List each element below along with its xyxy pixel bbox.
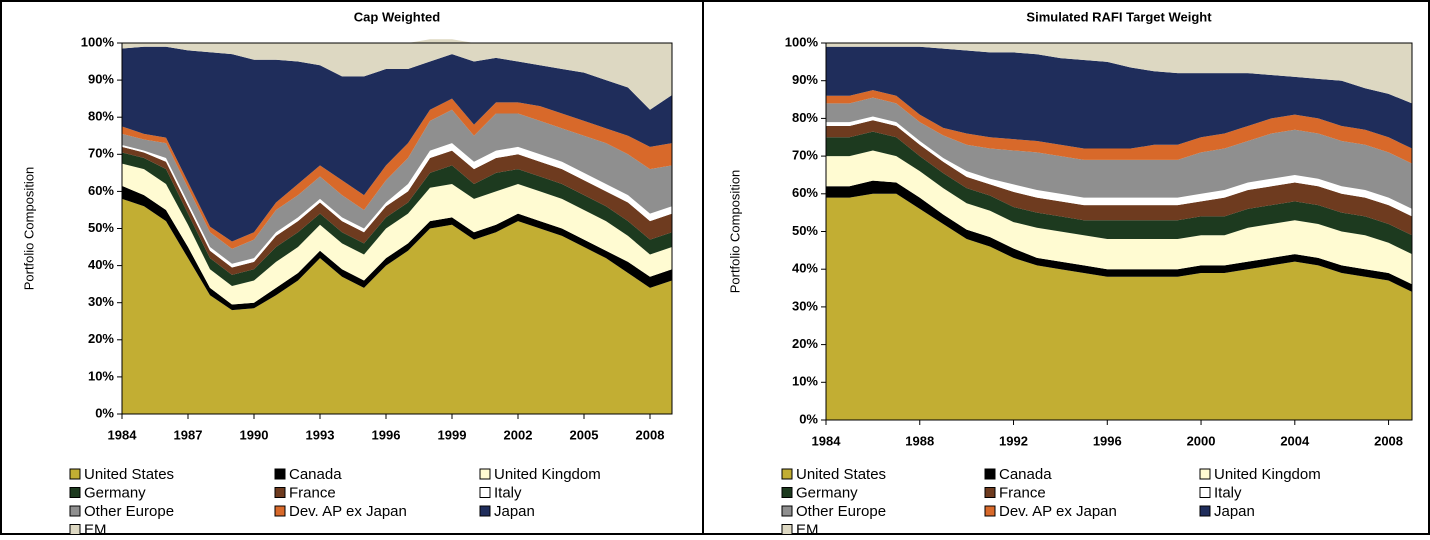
chart-title: Cap Weighted [354, 9, 440, 24]
area [122, 198, 672, 414]
x-tick-label: 1992 [999, 433, 1028, 448]
legend-swatch [1199, 487, 1211, 498]
x-tick-label: 1988 [905, 433, 934, 448]
legend-label: United States [796, 466, 886, 483]
area [826, 131, 1412, 255]
y-tick-label: 0% [799, 411, 818, 426]
y-tick-label: 100% [785, 34, 819, 49]
legend-label: Other Europe [796, 503, 886, 520]
legend-label: United Kingdom [1214, 466, 1321, 483]
legend-label: Germany [796, 484, 858, 501]
legend-label: Japan [494, 503, 535, 520]
x-tick-label: 1987 [174, 427, 203, 442]
legend-swatch [1199, 468, 1211, 480]
x-tick-label: 1999 [438, 427, 467, 442]
legend-swatch [984, 505, 996, 517]
legend-swatch [781, 524, 793, 535]
legend-label: Italy [494, 484, 522, 501]
x-tick-label: 2005 [570, 427, 599, 442]
area [122, 46, 672, 242]
y-tick-label: 30% [792, 298, 818, 313]
legend-swatch [781, 487, 793, 498]
y-tick-label: 20% [88, 331, 114, 346]
legend-label: Canada [289, 466, 342, 483]
legend-label: EM [84, 521, 107, 535]
legend-swatch [984, 487, 996, 498]
y-tick-label: 40% [792, 261, 818, 276]
y-tick-label: 80% [88, 109, 114, 124]
y-tick-label: 60% [88, 183, 114, 198]
legend-swatch [69, 487, 81, 498]
x-tick-label: 1993 [306, 427, 335, 442]
y-tick-label: 60% [792, 185, 818, 200]
area [122, 109, 672, 264]
x-tick-label: 1996 [372, 427, 401, 442]
x-tick-label: 2000 [1187, 433, 1216, 448]
legend-swatch [479, 468, 491, 480]
legend-label: Germany [84, 484, 146, 501]
y-tick-label: 30% [88, 294, 114, 309]
legend-swatch [984, 468, 996, 480]
legend-label: Dev. AP ex Japan [999, 503, 1117, 520]
legend-label: EM [796, 521, 819, 535]
area [826, 46, 1412, 149]
legend-label: Japan [1214, 503, 1255, 520]
chart-title: Simulated RAFI Target Weight [1026, 9, 1212, 24]
y-tick-label: 70% [88, 146, 114, 161]
y-tick-label: 90% [792, 72, 818, 87]
area [122, 163, 672, 305]
y-tick-label: 70% [792, 148, 818, 163]
legend-swatch [781, 468, 793, 480]
area [826, 180, 1412, 292]
legend-swatch [479, 487, 491, 498]
x-tick-label: 2008 [1374, 433, 1403, 448]
x-tick-label: 2004 [1280, 433, 1310, 448]
legend-swatch [781, 505, 793, 517]
legend-label: United States [84, 466, 174, 483]
area [122, 39, 672, 110]
y-tick-label: 10% [792, 374, 818, 389]
area [826, 90, 1412, 164]
legend-swatch [69, 505, 81, 517]
y-tick-label: 40% [88, 257, 114, 272]
legend-swatch [274, 505, 286, 517]
legend-label: Canada [999, 466, 1052, 483]
x-tick-label: 2002 [504, 427, 533, 442]
legend-label: France [289, 484, 336, 501]
legend-label: Italy [1214, 484, 1242, 501]
y-tick-label: 90% [88, 72, 114, 87]
x-tick-label: 2008 [636, 427, 665, 442]
y-tick-label: 100% [81, 34, 115, 49]
legend-swatch [274, 468, 286, 480]
y-tick-label: 20% [792, 336, 818, 351]
legend-swatch [1199, 505, 1211, 517]
legend-label: Other Europe [84, 503, 174, 520]
legend-label: Dev. AP ex Japan [289, 503, 407, 520]
area [826, 97, 1412, 209]
area [826, 150, 1412, 285]
legend-label: France [999, 484, 1046, 501]
x-tick-label: 1996 [1093, 433, 1122, 448]
y-tick-label: 0% [95, 405, 114, 420]
x-tick-label: 1984 [108, 427, 138, 442]
x-tick-label: 1990 [240, 427, 269, 442]
y-tick-label: 80% [792, 110, 818, 125]
y-tick-label: 50% [88, 220, 114, 235]
area [826, 43, 1412, 104]
x-tick-label: 1984 [812, 433, 842, 448]
legend-swatch [69, 524, 81, 535]
area [122, 152, 672, 287]
legend-label: United Kingdom [494, 466, 601, 483]
legend-swatch [69, 468, 81, 480]
area [826, 193, 1412, 420]
y-tick-label: 50% [792, 223, 818, 238]
legend-swatch [479, 505, 491, 517]
y-tick-label: 10% [88, 368, 114, 383]
y-axis-label: Portfolio Composition [727, 170, 742, 294]
legend-swatch [274, 487, 286, 498]
area [826, 120, 1412, 236]
y-axis-label: Portfolio Composition [21, 167, 36, 291]
